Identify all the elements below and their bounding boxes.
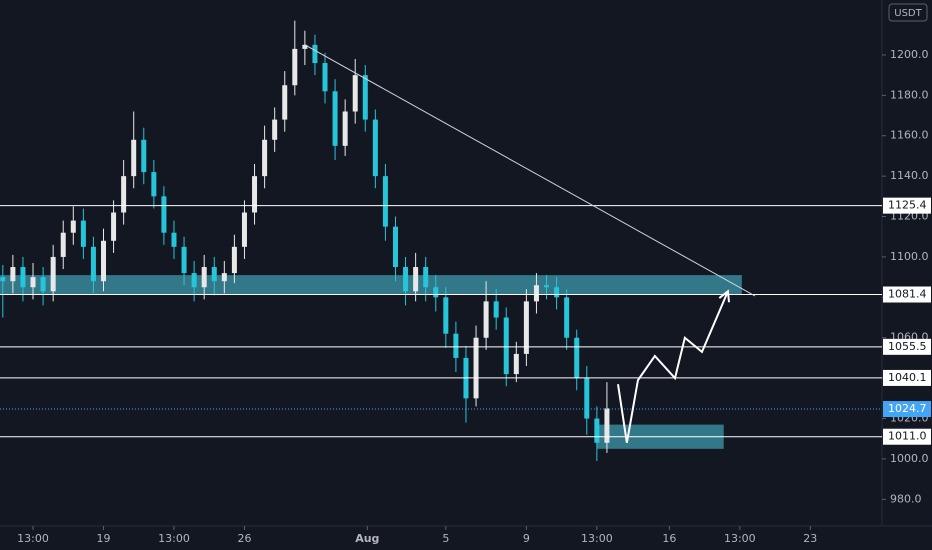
candle-body bbox=[231, 246, 237, 274]
candle-body bbox=[312, 44, 318, 64]
candle-body bbox=[544, 285, 550, 288]
x-tick-label: 13:00 bbox=[158, 532, 190, 545]
candle-body bbox=[0, 277, 6, 282]
candle-body bbox=[131, 139, 137, 177]
x-tick-label: 23 bbox=[803, 532, 817, 545]
candle-body bbox=[513, 353, 519, 375]
level-label-box bbox=[883, 197, 931, 214]
level-label-box bbox=[883, 369, 931, 386]
candle-body bbox=[564, 297, 570, 338]
y-tick-label: 980.0 bbox=[890, 492, 922, 505]
candle-body bbox=[161, 196, 167, 233]
candle-body bbox=[201, 267, 207, 288]
level-label: 1040.1 bbox=[888, 371, 927, 384]
candle-body bbox=[282, 85, 288, 120]
candle-body bbox=[121, 176, 127, 213]
candle-body bbox=[211, 267, 217, 282]
candle-body bbox=[322, 63, 328, 92]
candle-body bbox=[80, 220, 86, 247]
x-tick-label: 13:00 bbox=[581, 532, 613, 545]
candle-body bbox=[372, 119, 378, 177]
candle-body bbox=[604, 408, 610, 443]
candle-body bbox=[171, 232, 177, 247]
candle-body bbox=[392, 226, 398, 268]
candle-body bbox=[503, 317, 509, 375]
candle-body bbox=[493, 301, 499, 318]
candle-body bbox=[554, 287, 560, 298]
candle-body bbox=[262, 139, 268, 177]
x-tick-label: 13:00 bbox=[724, 532, 756, 545]
candle-body bbox=[352, 75, 358, 112]
y-tick-label: 1000.0 bbox=[890, 452, 929, 465]
candle-body bbox=[594, 418, 600, 443]
candle-body bbox=[342, 111, 348, 146]
last-price-box bbox=[883, 401, 931, 418]
candle-body bbox=[574, 337, 580, 379]
candle-body bbox=[584, 378, 590, 419]
level-label-box bbox=[883, 428, 931, 445]
level-label: 1011.0 bbox=[888, 430, 927, 443]
candle-body bbox=[241, 212, 247, 247]
level-label: 1125.4 bbox=[888, 199, 927, 212]
candle-body bbox=[403, 267, 409, 292]
projection-arrowhead bbox=[718, 289, 730, 303]
projection-path bbox=[617, 290, 729, 443]
candle-body bbox=[30, 277, 36, 288]
candle-body bbox=[272, 119, 278, 140]
candle-body bbox=[453, 333, 459, 358]
currency: USDT bbox=[894, 8, 922, 19]
last-price-label: 1024.7 bbox=[888, 402, 927, 415]
candle-body bbox=[473, 337, 479, 399]
candle-body bbox=[50, 256, 56, 292]
candle-body bbox=[423, 267, 429, 288]
candle-body bbox=[191, 273, 197, 288]
candle-body bbox=[362, 75, 368, 120]
y-tick-label: 1100.0 bbox=[890, 250, 929, 263]
candle-body bbox=[111, 212, 117, 241]
candle-body bbox=[221, 273, 227, 282]
level-label-box bbox=[883, 338, 931, 355]
candle-body bbox=[292, 48, 298, 86]
candle-body bbox=[60, 232, 66, 257]
candle-body bbox=[433, 287, 439, 298]
y-tick-label: 1200.0 bbox=[890, 48, 929, 61]
y-tick-label: 1180.0 bbox=[890, 88, 929, 101]
y-tick-label: 1160.0 bbox=[890, 129, 929, 142]
candle-body bbox=[181, 246, 187, 274]
candle-body bbox=[483, 301, 489, 338]
x-tick-label: 16 bbox=[662, 532, 676, 545]
level-label: 1055.5 bbox=[888, 340, 927, 353]
candle-body bbox=[302, 44, 308, 49]
candle-body bbox=[443, 297, 449, 334]
y-tick-label: 1140.0 bbox=[890, 169, 929, 182]
x-tick-label: 13:00 bbox=[17, 532, 49, 545]
candle-body bbox=[533, 285, 539, 302]
candle-body bbox=[382, 176, 388, 227]
candle-body bbox=[523, 301, 529, 354]
candle-body bbox=[20, 267, 26, 288]
candle-body bbox=[151, 172, 157, 197]
candle-body bbox=[252, 176, 258, 213]
candle-body bbox=[90, 246, 96, 282]
trend-line bbox=[304, 44, 756, 297]
candle-body bbox=[10, 267, 16, 282]
x-tick-label: 26 bbox=[237, 532, 251, 545]
level-label: 1081.4 bbox=[888, 288, 927, 301]
candle-body bbox=[332, 91, 338, 146]
candle-body bbox=[40, 277, 46, 292]
x-tick-label: 5 bbox=[442, 532, 449, 545]
candle-body bbox=[141, 139, 147, 173]
candle-body bbox=[70, 220, 76, 233]
level-label-box bbox=[883, 286, 931, 303]
currency-box[interactable] bbox=[888, 3, 928, 22]
candle-body bbox=[413, 267, 419, 292]
x-tick-label: 9 bbox=[523, 532, 530, 545]
zone bbox=[0, 275, 742, 295]
x-tick-label: Aug bbox=[355, 532, 379, 545]
candle-body bbox=[101, 240, 107, 282]
x-tick-label: 19 bbox=[97, 532, 111, 545]
